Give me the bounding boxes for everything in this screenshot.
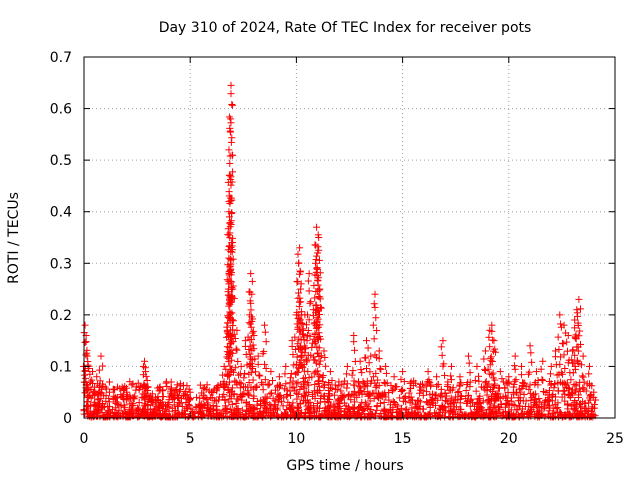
data-points xyxy=(79,81,600,421)
data-point xyxy=(227,285,238,398)
data-point xyxy=(259,321,270,389)
x-axis-label: GPS time / hours xyxy=(286,458,403,474)
y-tick-label: 0.5 xyxy=(50,153,72,169)
plot-frame xyxy=(83,56,616,419)
y-axis: 0 0.1 0.2 0.3 0.4 0.5 0.6 0.7 xyxy=(50,50,615,427)
data-point-cloud xyxy=(80,377,600,421)
grid xyxy=(84,57,615,418)
data-point xyxy=(245,270,256,387)
x-tick-label: 15 xyxy=(394,431,412,447)
y-tick-label: 0.1 xyxy=(50,359,72,375)
data-point xyxy=(304,270,315,406)
data-point xyxy=(397,368,407,405)
data-point xyxy=(495,368,506,402)
data-point xyxy=(313,234,324,385)
y-tick-label: 0.3 xyxy=(50,256,72,272)
data-point xyxy=(281,362,291,400)
data-point xyxy=(369,290,381,403)
data-point xyxy=(524,342,536,404)
data-point xyxy=(231,326,243,403)
x-axis: 0 5 10 15 20 25 xyxy=(80,57,624,447)
data-point xyxy=(240,337,251,407)
data-point xyxy=(558,321,570,395)
x-tick-label: 25 xyxy=(606,431,624,447)
x-tick-label: 0 xyxy=(80,431,89,447)
data-point xyxy=(248,331,260,400)
y-tick-label: 0 xyxy=(63,411,72,427)
data-point xyxy=(348,331,359,406)
x-tick-label: 20 xyxy=(500,431,518,447)
y-tick-label: 0.7 xyxy=(50,50,72,66)
data-point xyxy=(287,337,298,407)
x-tick-label: 10 xyxy=(287,431,305,447)
chart-title: Day 310 of 2024, Rate Of TEC Index for r… xyxy=(159,20,532,36)
y-tick-label: 0.2 xyxy=(50,308,72,324)
y-axis-label: ROTI / TECUs xyxy=(6,192,22,284)
x-tick-label: 5 xyxy=(186,431,195,447)
data-point xyxy=(463,352,474,399)
y-tick-label: 0.6 xyxy=(50,102,72,118)
data-point xyxy=(299,311,310,386)
y-tick-label: 0.4 xyxy=(50,205,72,221)
